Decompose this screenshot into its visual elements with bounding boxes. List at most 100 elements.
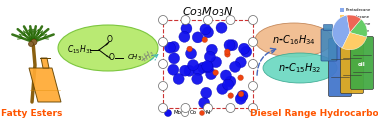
Wedge shape <box>342 32 367 50</box>
Circle shape <box>200 24 211 35</box>
Circle shape <box>158 37 167 46</box>
Circle shape <box>211 57 222 68</box>
Circle shape <box>169 53 180 64</box>
Circle shape <box>28 42 34 46</box>
Circle shape <box>235 57 246 68</box>
Circle shape <box>192 73 203 84</box>
Circle shape <box>206 69 217 80</box>
Circle shape <box>204 51 215 62</box>
Text: O: O <box>107 36 113 45</box>
Circle shape <box>217 83 228 94</box>
Circle shape <box>199 97 210 108</box>
Circle shape <box>193 65 204 76</box>
Circle shape <box>248 60 257 69</box>
FancyBboxPatch shape <box>324 24 333 30</box>
Text: +H₂: +H₂ <box>138 49 156 65</box>
Circle shape <box>220 70 231 81</box>
Circle shape <box>225 76 236 87</box>
Circle shape <box>237 90 248 101</box>
Circle shape <box>238 75 243 81</box>
Circle shape <box>227 40 238 51</box>
Text: Co: Co <box>190 111 197 115</box>
Circle shape <box>168 64 179 75</box>
Circle shape <box>200 111 204 115</box>
Circle shape <box>181 103 190 113</box>
Wedge shape <box>333 15 350 48</box>
Circle shape <box>224 40 235 51</box>
Circle shape <box>158 103 167 113</box>
Text: $n$-$C_{15}H_{32}$: $n$-$C_{15}H_{32}$ <box>278 61 322 75</box>
Circle shape <box>187 46 192 52</box>
Bar <box>340 8 344 12</box>
Circle shape <box>203 27 214 38</box>
Ellipse shape <box>58 25 158 71</box>
Text: $n$-$C_{16}H_{34}$: $n$-$C_{16}H_{34}$ <box>272 33 316 47</box>
Circle shape <box>248 15 257 24</box>
Wedge shape <box>347 15 361 32</box>
Text: Fatty Esters: Fatty Esters <box>1 109 63 119</box>
Text: N: N <box>206 111 210 115</box>
Circle shape <box>203 103 212 113</box>
Circle shape <box>31 39 37 45</box>
Circle shape <box>239 43 249 54</box>
Circle shape <box>201 87 212 98</box>
Text: Pentadecene: Pentadecene <box>346 22 371 26</box>
Circle shape <box>213 70 218 75</box>
FancyBboxPatch shape <box>321 29 337 61</box>
Circle shape <box>164 109 172 117</box>
Circle shape <box>203 15 212 24</box>
Circle shape <box>248 37 257 46</box>
Text: oil: oil <box>358 61 366 66</box>
Text: Pentadecane: Pentadecane <box>346 8 371 12</box>
FancyArrowPatch shape <box>257 48 276 75</box>
Circle shape <box>181 23 192 34</box>
Circle shape <box>192 32 203 43</box>
Circle shape <box>181 109 189 117</box>
Circle shape <box>248 103 257 113</box>
Wedge shape <box>350 19 367 37</box>
Circle shape <box>180 65 191 76</box>
Bar <box>340 15 344 19</box>
Bar <box>340 29 344 33</box>
Circle shape <box>226 103 235 113</box>
Circle shape <box>228 93 234 98</box>
Circle shape <box>173 73 184 84</box>
Circle shape <box>158 60 167 69</box>
Bar <box>163 20 253 108</box>
Circle shape <box>158 15 167 24</box>
Circle shape <box>181 15 190 24</box>
Circle shape <box>198 62 209 73</box>
Circle shape <box>202 61 213 72</box>
Circle shape <box>241 46 252 57</box>
Circle shape <box>164 42 175 53</box>
Circle shape <box>226 15 235 24</box>
Circle shape <box>223 79 234 90</box>
Circle shape <box>225 49 230 55</box>
Circle shape <box>238 91 244 97</box>
Circle shape <box>168 41 179 52</box>
Circle shape <box>248 81 257 90</box>
Polygon shape <box>29 68 61 102</box>
Circle shape <box>235 93 246 104</box>
Text: Hexadecene: Hexadecene <box>346 29 370 33</box>
FancyBboxPatch shape <box>350 36 373 90</box>
Ellipse shape <box>255 23 333 57</box>
FancyBboxPatch shape <box>328 39 352 96</box>
Circle shape <box>158 81 167 90</box>
Text: Mo: Mo <box>173 111 181 115</box>
Circle shape <box>206 44 217 55</box>
Text: Diesel Range Hydrocarbons: Diesel Range Hydrocarbons <box>250 109 378 119</box>
Ellipse shape <box>263 53 337 83</box>
Text: O: O <box>109 53 115 61</box>
FancyBboxPatch shape <box>341 39 364 93</box>
Circle shape <box>179 31 190 42</box>
Circle shape <box>187 60 198 71</box>
Circle shape <box>203 62 214 73</box>
Circle shape <box>184 65 195 76</box>
Text: Hexadecane: Hexadecane <box>346 15 370 19</box>
Circle shape <box>186 48 197 59</box>
Polygon shape <box>41 58 49 68</box>
Circle shape <box>229 61 240 72</box>
Text: $CH_3$: $CH_3$ <box>127 53 142 63</box>
Circle shape <box>225 52 230 57</box>
